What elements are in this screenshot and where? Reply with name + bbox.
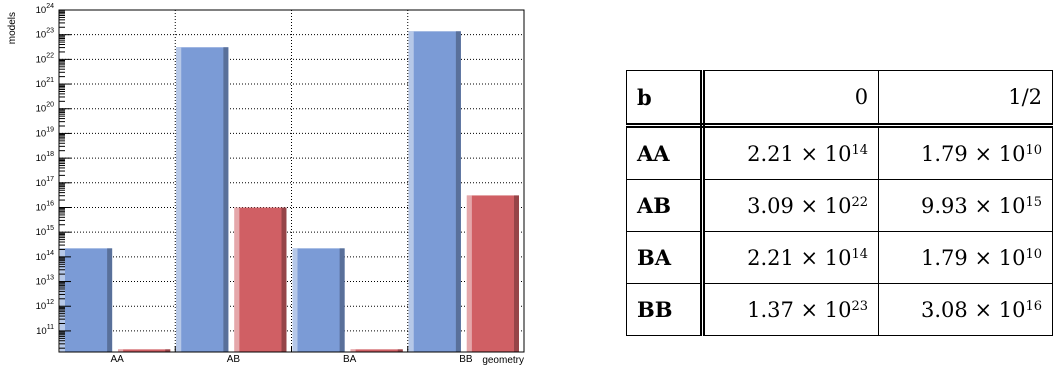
row-label-aa: AA — [625, 125, 706, 180]
cell-exponent: 16 — [1025, 298, 1042, 314]
cell-bb-1: 3.08 × 1016 — [878, 283, 1053, 336]
x-tick-label-ba: BA — [343, 354, 357, 365]
cell-exponent: 23 — [851, 298, 869, 314]
bar-ab-series-1 — [234, 207, 287, 352]
y-tick-label: 1020 — [36, 102, 54, 115]
x-axis-title: geometry — [482, 355, 524, 366]
bar-ab-series-1-highlight — [234, 207, 240, 352]
bar-ab-series-1-shadow — [281, 207, 287, 352]
cell-exponent: 14 — [851, 246, 869, 262]
cell-aa-1: 1.79 × 1010 — [878, 125, 1053, 180]
y-tick-label: 1013 — [36, 275, 54, 288]
y-tick-label: 1017 — [36, 176, 54, 189]
bar-bb-series-1-highlight — [466, 195, 472, 352]
cell-mantissa: 3.09 — [747, 193, 794, 218]
y-tick-label: 1022 — [36, 52, 54, 65]
table-corner-cell: b — [625, 70, 706, 128]
cell-mantissa: 1.37 — [747, 297, 794, 322]
bar-ab-series-0-shadow — [223, 47, 229, 352]
bar-ba-series-0-shadow — [339, 248, 345, 352]
y-tick-label: 1015 — [36, 225, 54, 238]
column-header-1: 1/2 — [878, 70, 1053, 128]
cell-exponent: 14 — [851, 142, 869, 158]
column-header-0: 0 — [702, 70, 880, 128]
bar-ab-series-0 — [176, 47, 229, 352]
bar-bb-series-0 — [408, 31, 461, 352]
row-label-ba: BA — [625, 231, 706, 284]
y-tick-label: 1019 — [36, 126, 54, 139]
bar-ba-series-1 — [350, 349, 403, 352]
cell-mantissa: 9.93 — [921, 193, 968, 218]
cell-mantissa: 3.08 — [921, 297, 968, 322]
bar-ba-series-0 — [292, 248, 345, 352]
bar-ba-series-1-shadow — [397, 349, 403, 352]
bar-bb-series-1 — [466, 195, 519, 352]
bar-aa-series-0-shadow — [107, 248, 113, 352]
table-row-ab: AB 3.09 × 1022 9.93 × 1015 — [625, 179, 1053, 232]
cell-mantissa: 2.21 — [747, 141, 794, 166]
row-label-bb: BB — [625, 283, 706, 336]
y-tick-label: 1024 — [36, 3, 54, 16]
cell-exponent: 10 — [1025, 246, 1042, 262]
y-tick-label: 1018 — [36, 151, 54, 164]
bar-bb-series-1-shadow — [514, 195, 519, 352]
results-table-container: b 0 1/2 AA 2.21 × 1014 1.79 × 1010 AB 3.… — [625, 70, 1053, 336]
y-tick-label: 1023 — [36, 28, 54, 41]
y-tick-label: 1012 — [36, 299, 54, 312]
cell-aa-0: 2.21 × 1014 — [702, 125, 880, 180]
bar-aa-series-1-shadow — [165, 349, 171, 352]
bar-bb-series-0-shadow — [455, 31, 461, 352]
y-tick-label: 1016 — [36, 200, 54, 213]
table-row-ba: BA 2.21 × 1014 1.79 × 1010 — [625, 231, 1053, 284]
y-tick-label: 1021 — [36, 77, 54, 90]
bar-aa-series-1 — [118, 349, 171, 352]
bar-aa-series-0 — [60, 248, 113, 352]
y-tick-label: 1014 — [36, 250, 54, 263]
x-tick-label-ab: AB — [227, 354, 241, 365]
cell-ba-0: 2.21 × 1014 — [702, 231, 880, 284]
cell-exponent: 10 — [1025, 142, 1042, 158]
cell-mantissa: 1.79 — [921, 141, 968, 166]
cell-mantissa: 1.79 — [921, 245, 968, 270]
table-header-row: b 0 1/2 — [625, 70, 1053, 128]
cell-exponent: 22 — [851, 194, 869, 210]
cell-ba-1: 1.79 × 1010 — [878, 231, 1053, 284]
y-axis-title: models — [7, 12, 18, 44]
cell-ab-1: 9.93 × 1015 — [878, 179, 1053, 232]
bar-aa-series-0-highlight — [60, 248, 65, 352]
bar-ba-series-1-highlight — [350, 349, 356, 352]
y-tick-label: 1011 — [36, 324, 54, 337]
bar-ab-series-0-highlight — [176, 47, 182, 352]
table-row-aa: AA 2.21 × 1014 1.79 × 1010 — [625, 125, 1053, 180]
x-tick-label-bb: BB — [459, 354, 473, 365]
cell-bb-0: 1.37 × 1023 — [702, 283, 880, 336]
table-row-bb: BB 1.37 × 1023 3.08 × 1016 — [625, 283, 1053, 336]
cell-exponent: 15 — [1025, 194, 1042, 210]
cell-ab-0: 3.09 × 1022 — [702, 179, 880, 232]
bar-chart: AA AB BA BB 1011 1012 1013 1014 1015 1016 1017 1018… — [7, 3, 525, 366]
x-tick-label-aa: AA — [110, 354, 124, 365]
bar-aa-series-1-highlight — [118, 349, 124, 352]
cell-mantissa: 2.21 — [747, 245, 794, 270]
results-table: b 0 1/2 AA 2.21 × 1014 1.79 × 1010 AB 3.… — [625, 70, 1053, 336]
bar-ba-series-0-highlight — [292, 248, 298, 352]
bar-bb-series-0-highlight — [408, 31, 414, 352]
row-label-ab: AB — [625, 179, 706, 232]
